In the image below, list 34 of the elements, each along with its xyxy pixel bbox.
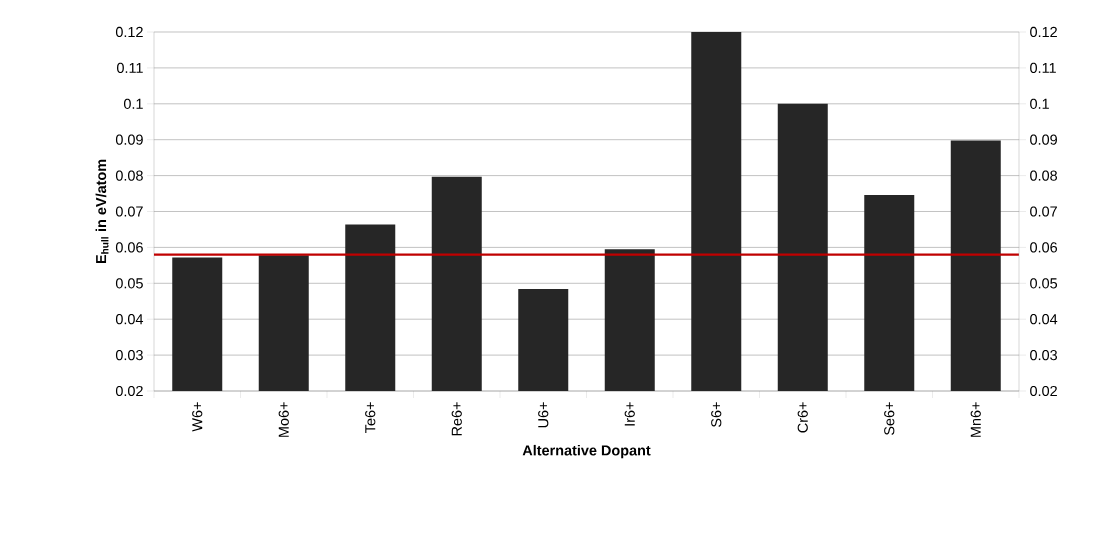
y2-tick-label: 0.11: [1030, 62, 1056, 74]
x-tick-label: U6+: [538, 402, 549, 428]
y2-tick-label: 0.06: [1030, 242, 1058, 253]
y2-tick-label: 0.09: [1030, 134, 1057, 145]
x-tick-label: Se6+: [884, 402, 895, 435]
y-tick-label: 0.06: [115, 242, 143, 253]
y2-tick-label: 0.03: [1030, 349, 1058, 361]
y2-tick-label: 0.12: [1030, 26, 1057, 38]
y2-tick-label: 0.04: [1030, 314, 1058, 325]
y2-tick-label: 0.07: [1030, 206, 1057, 217]
y-tick-label: 0.11: [117, 62, 143, 74]
x-tick-label: Mo6+: [278, 402, 289, 437]
y2-tick-label: 0.05: [1030, 278, 1058, 289]
x-tick-label: Mn6+: [970, 402, 981, 437]
x-tick-label: W6+: [192, 402, 203, 432]
y-tick-label: 0.05: [115, 278, 143, 289]
y-axis-title: E$_{hull}$ in eV/atom: [95, 159, 109, 264]
y-tick-label: 0.07: [115, 206, 143, 217]
y-tick-label: 0.04: [115, 314, 144, 325]
x-tick-label: Re6+: [451, 402, 462, 436]
y-tick-label: 0.03: [115, 349, 143, 361]
x-tick-label: Cr6+: [797, 402, 808, 433]
y-tick-label: 0.12: [115, 26, 143, 38]
y2-tick-label: 0.08: [1030, 170, 1058, 181]
y-tick-label: 0.1: [123, 98, 143, 109]
y2-tick-label: 0.1: [1030, 98, 1049, 109]
x-tick-label: S6+: [711, 402, 722, 427]
y-tick-label: 0.02: [115, 385, 143, 397]
x-tick-label: Te6+: [365, 402, 376, 433]
x-tick-label: Ir6+: [624, 402, 635, 426]
y-tick-label: 0.08: [115, 170, 143, 181]
y2-tick-label: 0.02: [1030, 385, 1057, 397]
y-tick-label: 0.09: [115, 134, 143, 145]
x-axis-title: Alternative Dopant: [522, 444, 651, 459]
